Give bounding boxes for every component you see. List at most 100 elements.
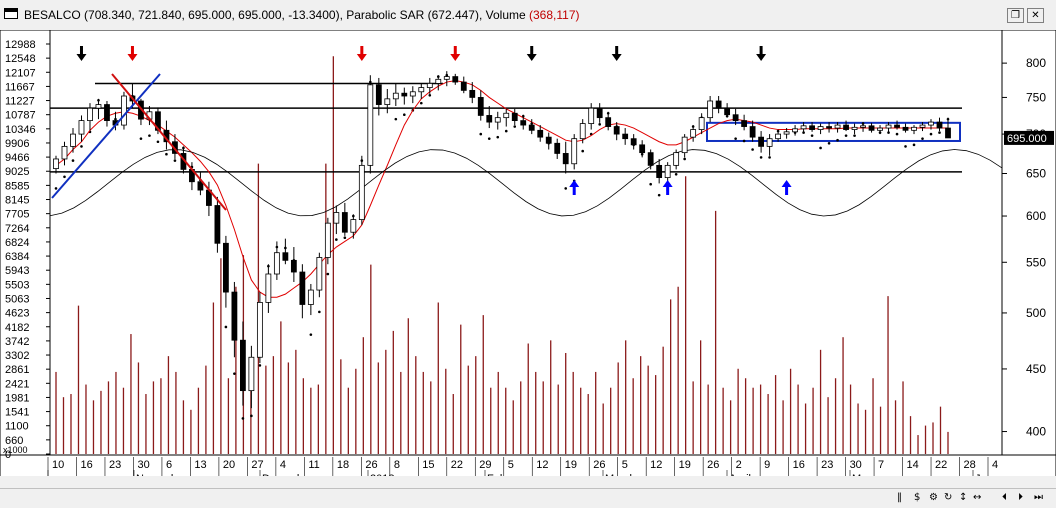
- scroll-left-icon[interactable]: ⏴: [1002, 492, 1007, 503]
- scroll-end-icon[interactable]: ⏭: [1034, 492, 1043, 503]
- parabolic-sar-dot: [156, 140, 160, 144]
- day-tick-label: 4: [992, 459, 998, 471]
- parabolic-sar-dot: [649, 182, 652, 186]
- day-tick-label: 2: [736, 459, 742, 471]
- scroll-fit-icon[interactable]: ‖: [897, 492, 902, 503]
- candle-body: [809, 125, 815, 130]
- volume-tick-label: 2421: [5, 378, 29, 390]
- dollar-icon[interactable]: $: [914, 492, 921, 503]
- volume-tick-label: 10787: [5, 110, 36, 122]
- parabolic-sar-dot: [241, 417, 245, 420]
- scroll-right-icon[interactable]: ⏵: [1018, 492, 1023, 503]
- candle-body: [239, 339, 246, 392]
- horizontal-scrollbar[interactable]: [0, 476, 1056, 488]
- parabolic-sar-dot: [742, 139, 746, 143]
- candle-body: [868, 125, 875, 131]
- volume-tick-label: 1981: [5, 392, 29, 404]
- close-icon[interactable]: ✕: [1027, 8, 1044, 23]
- day-tick-label: 19: [565, 459, 577, 471]
- candle-body: [520, 120, 527, 126]
- parabolic-sar-dot: [63, 175, 66, 179]
- candle-body: [384, 98, 391, 105]
- parabolic-sar-dot: [165, 152, 168, 156]
- parabolic-sar-dot: [250, 414, 253, 418]
- parabolic-sar-dot: [768, 156, 771, 159]
- refresh-icon[interactable]: ↻: [944, 492, 953, 503]
- candle-body: [307, 289, 314, 305]
- parabolic-sar-dot: [318, 310, 321, 314]
- day-tick-label: 12: [650, 459, 662, 471]
- chart-area: 8007507006506005505004504001298812548121…: [0, 29, 1056, 485]
- parabolic-sar-dot: [929, 132, 933, 136]
- parabolic-sar-dot: [564, 187, 568, 190]
- candle-body: [766, 138, 773, 147]
- parabolic-sar-dot: [309, 333, 313, 336]
- candle-body: [817, 126, 824, 130]
- candle-body: [690, 129, 697, 138]
- day-tick-label: 26: [365, 459, 377, 471]
- restore-window-icon[interactable]: ❐: [1007, 8, 1024, 23]
- parabolic-sar-dot: [326, 272, 330, 276]
- candle-body: [87, 107, 93, 122]
- candle-body: [919, 124, 926, 128]
- parabolic-sar-dot: [139, 137, 143, 140]
- candle-body: [860, 125, 866, 128]
- candle-body: [248, 356, 255, 392]
- volume-tick-label: 10346: [5, 124, 36, 136]
- vertical-scale-icon[interactable]: ↕: [959, 492, 968, 503]
- gear-icon[interactable]: ⚙: [929, 492, 938, 503]
- candle-body: [443, 76, 450, 80]
- parabolic-sar-dot: [598, 123, 601, 126]
- volume-tick-label: 3302: [5, 350, 29, 362]
- red-trend-line: [111, 73, 227, 211]
- parabolic-sar-dot: [895, 132, 899, 136]
- day-tick-label: 12: [536, 459, 548, 471]
- day-tick-label: 7: [878, 459, 884, 471]
- volume-tick-label: 3742: [5, 336, 29, 348]
- candle-body: [528, 124, 535, 131]
- candle-body: [121, 95, 127, 126]
- candle-body: [511, 112, 518, 122]
- day-tick-label: 5: [622, 459, 628, 471]
- day-tick-label: 15: [422, 459, 434, 471]
- candle-body: [936, 121, 943, 129]
- title-prefix: BESALCO (708.340, 721.840, 695.000, 695.…: [24, 8, 530, 22]
- price-tick-label: 800: [1026, 56, 1046, 70]
- parabolic-sar-dot: [904, 145, 907, 148]
- candle-body: [282, 252, 289, 261]
- candle-body: [256, 302, 263, 358]
- day-tick-label: 27: [251, 459, 263, 471]
- parabolic-sar-dot: [912, 143, 916, 147]
- candle-body: [214, 205, 221, 244]
- price-tick-label: 650: [1026, 166, 1046, 180]
- day-tick-label: 11: [308, 459, 319, 471]
- volume-tick-label: 12988: [5, 39, 36, 51]
- candle-body: [826, 126, 832, 129]
- candle-body: [78, 120, 85, 135]
- consolidation-box: [706, 121, 961, 142]
- candle-body: [70, 133, 76, 147]
- parabolic-sar-dot: [504, 129, 508, 133]
- candle-body: [367, 84, 374, 166]
- horizontal-scale-icon[interactable]: ↔: [973, 492, 982, 503]
- day-tick-label: 16: [793, 459, 805, 471]
- candle-body: [681, 136, 688, 154]
- parabolic-sar-dot: [343, 236, 347, 240]
- candle-body: [316, 257, 323, 291]
- day-tick-label: 4: [280, 459, 286, 471]
- candle-body: [715, 100, 722, 109]
- parabolic-sar-dot: [734, 137, 737, 140]
- volume-multiplier-label: x1000: [3, 445, 28, 455]
- day-tick-label: 16: [80, 459, 92, 471]
- candle-body: [554, 142, 561, 154]
- candle-body: [851, 126, 858, 130]
- volume-tick-label: 1541: [5, 407, 29, 419]
- candle-body: [775, 133, 781, 140]
- volume-tick-label: 0: [5, 449, 11, 461]
- last-price-badge: [1004, 130, 1054, 145]
- candle-body: [324, 222, 331, 258]
- volume-tick-label: 9466: [5, 152, 29, 164]
- candle-body: [732, 114, 739, 122]
- volume-tick-label: 11227: [5, 96, 35, 108]
- candle-body: [664, 164, 671, 178]
